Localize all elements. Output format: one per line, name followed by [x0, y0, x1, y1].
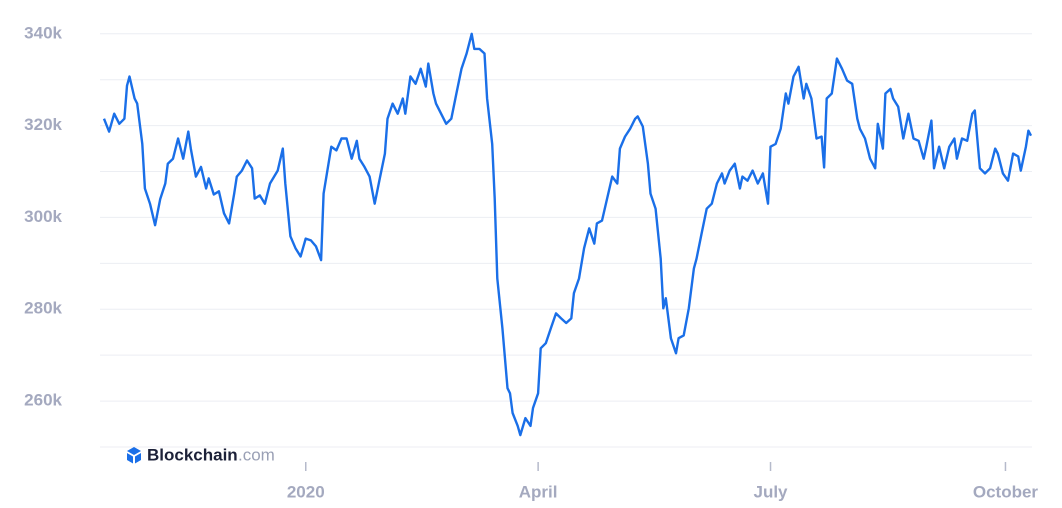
logo-right: [135, 453, 141, 464]
logo-left: [127, 453, 133, 464]
x-tick-label: July: [754, 482, 789, 501]
y-tick-label: 260k: [24, 391, 62, 410]
x-tick-label: 2020: [287, 482, 325, 501]
y-tick-label: 320k: [24, 115, 62, 134]
axes: 260k 280k 300k 320k 340k 2020 April July October: [24, 23, 1038, 501]
y-tick-label: 340k: [24, 23, 62, 42]
watermark: Blockchain .com: [127, 445, 275, 464]
x-tick-label: April: [519, 482, 558, 501]
logo-top: [127, 447, 141, 455]
line: [102, 32, 1033, 437]
y-tick-label: 280k: [24, 299, 62, 318]
watermark-suffix: .com: [238, 445, 275, 464]
y-tick-label: 300k: [24, 207, 62, 226]
x-tick-label: October: [973, 482, 1039, 501]
watermark-brand: Blockchain: [147, 445, 238, 464]
